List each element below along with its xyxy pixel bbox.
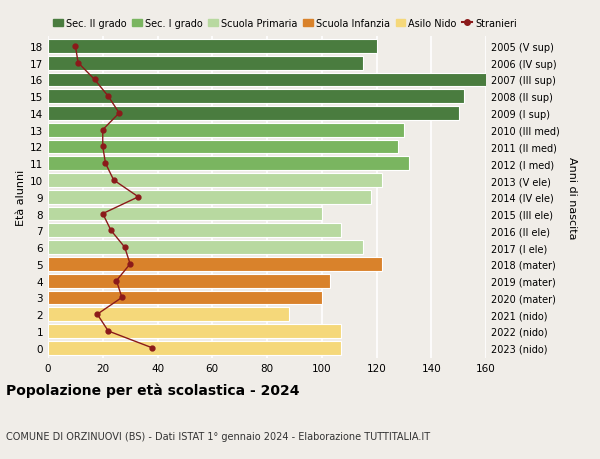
Bar	[48, 157, 409, 171]
Bar	[48, 107, 458, 121]
Bar	[48, 325, 341, 338]
Bar	[48, 73, 494, 87]
Bar	[48, 308, 289, 321]
Text: Popolazione per età scolastica - 2024: Popolazione per età scolastica - 2024	[6, 382, 299, 397]
Bar	[48, 190, 371, 204]
Text: COMUNE DI ORZINUOVI (BS) - Dati ISTAT 1° gennaio 2024 - Elaborazione TUTTITALIA.: COMUNE DI ORZINUOVI (BS) - Dati ISTAT 1°…	[6, 431, 430, 441]
Y-axis label: Anni di nascita: Anni di nascita	[566, 156, 577, 239]
Bar	[48, 341, 341, 355]
Y-axis label: Età alunni: Età alunni	[16, 169, 26, 225]
Bar	[48, 224, 341, 238]
Bar	[48, 140, 398, 154]
Bar	[48, 56, 363, 70]
Bar	[48, 40, 377, 54]
Legend: Sec. II grado, Sec. I grado, Scuola Primaria, Scuola Infanzia, Asilo Nido, Stran: Sec. II grado, Sec. I grado, Scuola Prim…	[53, 19, 517, 28]
Bar	[48, 207, 322, 221]
Bar	[48, 241, 363, 254]
Bar	[48, 123, 404, 137]
Bar	[48, 174, 382, 187]
Bar	[48, 274, 330, 288]
Bar	[48, 257, 382, 271]
Bar	[48, 90, 464, 104]
Bar	[48, 291, 322, 305]
